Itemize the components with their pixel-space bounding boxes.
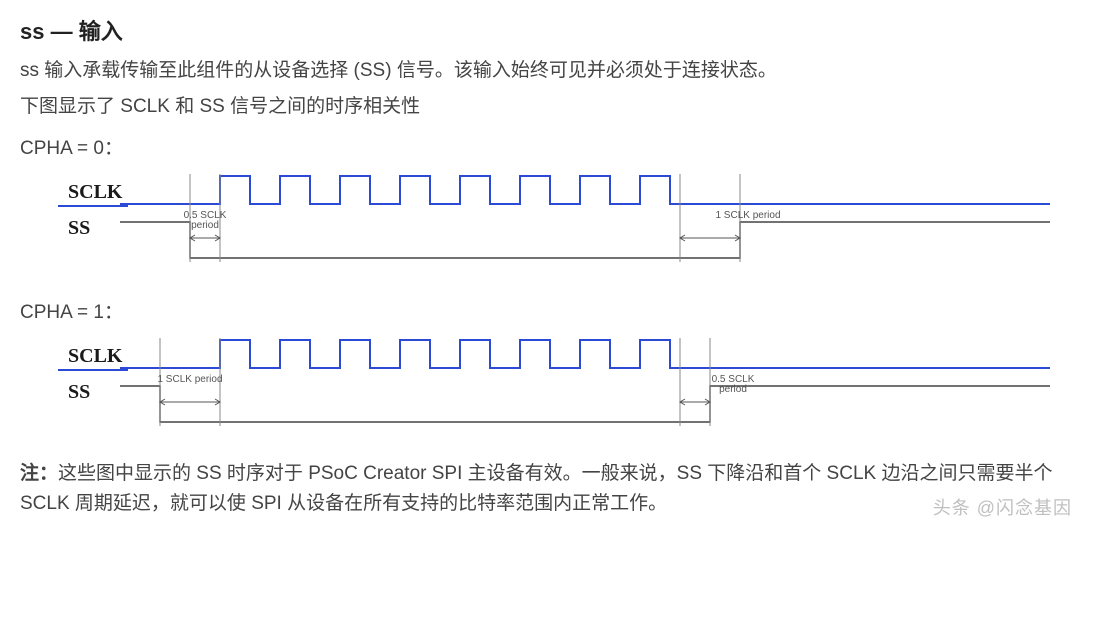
svg-text:SCLK: SCLK xyxy=(68,181,123,203)
svg-text:period: period xyxy=(191,220,219,231)
svg-text:SS: SS xyxy=(68,381,90,403)
note-body: 这些图中显示的 SS 时序对于 PSoC Creator SPI 主设备有效。一… xyxy=(20,463,1052,514)
svg-text:SS: SS xyxy=(68,217,90,239)
svg-text:1 SCLK period: 1 SCLK period xyxy=(157,374,222,385)
cpha1-label: CPHA = 1： xyxy=(20,297,1080,324)
page-title: ss — 输入 xyxy=(20,14,1080,46)
timing-diagram-cpha1: SCLKSS1 SCLK period0.5 SCLKperiod xyxy=(20,326,1080,451)
note-prefix: 注： xyxy=(20,463,58,484)
intro-paragraph-2: 下图显示了 SCLK 和 SS 信号之间的时序相关性 xyxy=(20,92,1080,122)
svg-text:1 SCLK period: 1 SCLK period xyxy=(715,210,780,221)
timing-diagram-cpha0: SCLKSS0.5 SCLKperiod1 SCLK period xyxy=(20,162,1080,287)
note-paragraph: 注：这些图中显示的 SS 时序对于 PSoC Creator SPI 主设备有效… xyxy=(20,459,1080,520)
intro-paragraph-1: ss 输入承载传输至此组件的从设备选择 (SS) 信号。该输入始终可见并必须处于… xyxy=(20,56,1080,86)
svg-text:SCLK: SCLK xyxy=(68,345,123,367)
svg-text:period: period xyxy=(719,384,747,395)
cpha0-label: CPHA = 0： xyxy=(20,133,1080,160)
